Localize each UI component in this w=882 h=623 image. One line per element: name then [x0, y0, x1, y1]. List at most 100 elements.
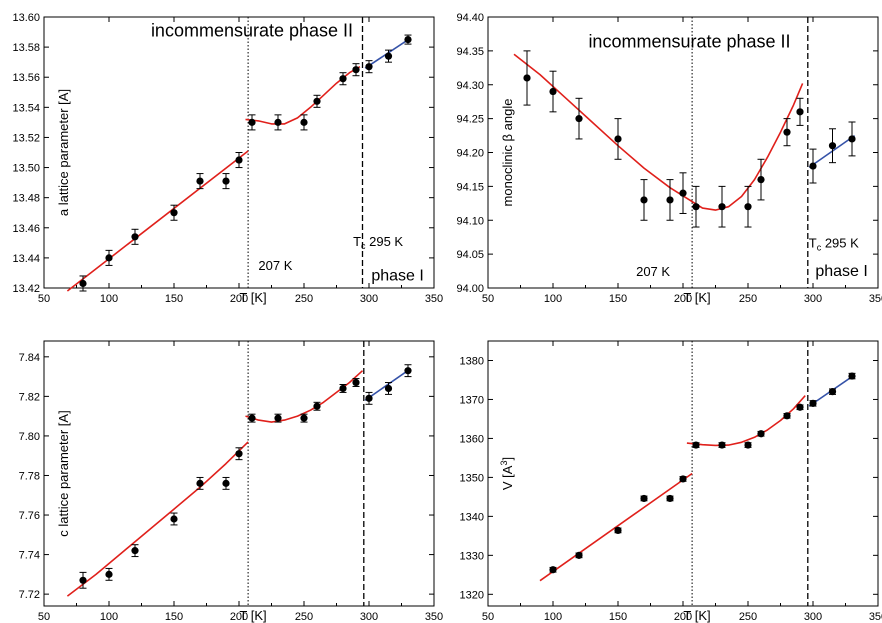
y-tick-label: 94.35	[456, 46, 484, 58]
x-tick-label: 50	[38, 293, 50, 305]
x-tick-label: 350	[869, 293, 882, 305]
data-point	[131, 547, 139, 555]
x-tick-label: 300	[804, 293, 822, 305]
y-tick-label: 7.82	[19, 391, 40, 403]
fit-curve-3	[364, 368, 412, 401]
x-tick-label: 150	[609, 611, 627, 623]
data-point	[744, 441, 752, 449]
y-tick-label: 94.00	[456, 283, 484, 295]
x-tick-label: 50	[482, 293, 494, 305]
x-tick-label: 100	[544, 611, 562, 623]
y-tick-label: 94.05	[456, 249, 484, 261]
x-axis-label: T [K]	[683, 608, 710, 623]
y-tick-label: 1330	[460, 550, 484, 562]
data-point	[352, 66, 360, 74]
x-tick-label: 300	[360, 293, 378, 305]
data-point	[365, 394, 373, 402]
y-tick-label: 1370	[460, 394, 484, 406]
x-tick-label: 150	[609, 293, 627, 305]
y-tick-label: 13.54	[12, 102, 40, 114]
y-tick-label: 1340	[460, 511, 484, 523]
annotation: phase I	[371, 267, 423, 284]
y-tick-label: 1360	[460, 433, 484, 445]
fit-curve-1	[66, 441, 249, 597]
chart-panel-1: 50 100 150 200 250 300 350 13.42 13.44 13.46 13.48…	[12, 12, 443, 305]
data-point	[679, 189, 687, 197]
x-tick-label: 300	[360, 611, 378, 623]
x-tick-label: 200	[674, 611, 692, 623]
data-point	[828, 142, 837, 150]
data-point	[848, 372, 856, 380]
y-tick-label: 7.84	[19, 352, 40, 364]
y-tick-label: 13.56	[12, 72, 40, 84]
y-tick-label: 1320	[460, 589, 484, 601]
x-tick-label: 200	[230, 611, 248, 623]
fit-curve-1	[539, 472, 693, 582]
data-point	[783, 128, 791, 136]
fit-curve-2	[808, 134, 856, 169]
y-tick-label: 13.46	[12, 223, 40, 235]
data-point	[235, 450, 243, 458]
data-point	[666, 196, 674, 204]
fit-curve-2	[686, 395, 806, 447]
data-point	[757, 430, 765, 438]
y-axis-label: V [A3]	[499, 457, 515, 490]
data-point	[523, 74, 531, 82]
y-tick-label: 13.58	[12, 42, 40, 54]
y-tick-label: 7.74	[19, 550, 40, 562]
x-tick-label: 300	[804, 611, 822, 623]
data-point	[313, 402, 321, 410]
data-point	[809, 162, 817, 170]
tc-annotation: Tc 295 K	[353, 234, 403, 251]
x-tick-label: 100	[100, 293, 118, 305]
x-tick-label: 50	[482, 611, 494, 623]
fit-curve-1	[513, 53, 804, 211]
data-point	[757, 176, 765, 184]
y-tick-label: 7.80	[19, 431, 40, 443]
data-point	[549, 87, 557, 96]
chart-panel-2: 50 100 150 200 250 300 350 94.00 94.05 94.10 94.15…	[456, 12, 882, 305]
x-tick-label: 100	[100, 611, 118, 623]
data-point	[796, 108, 804, 116]
data-point	[131, 233, 139, 241]
annotation: 207 K	[258, 258, 292, 273]
fit-curve-1	[66, 150, 249, 292]
y-axis-label: a lattice parameter [A]	[56, 89, 71, 216]
data-point	[196, 177, 204, 185]
data-point	[105, 254, 113, 262]
data-point	[222, 177, 230, 185]
data-point	[79, 279, 87, 288]
y-tick-label: 1380	[460, 355, 484, 367]
data-point	[79, 576, 87, 584]
annotation: phase I	[815, 263, 867, 280]
data-point	[274, 414, 282, 422]
y-axis-label: monoclinic β angle	[500, 99, 515, 207]
x-tick-label: 350	[425, 611, 443, 623]
y-tick-label: 13.52	[12, 132, 40, 144]
y-tick-label: 94.20	[456, 148, 484, 160]
data-point	[300, 414, 308, 422]
data-point	[248, 118, 256, 126]
data-point	[549, 566, 557, 574]
data-point	[796, 403, 804, 411]
data-point	[575, 551, 583, 559]
annotation: incommensurate phase II	[151, 21, 353, 41]
data-point	[692, 441, 700, 449]
annotation: incommensurate phase II	[588, 31, 790, 51]
y-tick-label: 7.76	[19, 510, 40, 522]
data-point	[384, 52, 393, 60]
x-tick-label: 200	[230, 293, 248, 305]
data-point	[300, 118, 308, 126]
data-point	[640, 196, 648, 204]
data-point	[339, 384, 347, 393]
x-tick-label: 150	[165, 611, 183, 623]
data-point	[248, 414, 256, 422]
data-point	[828, 388, 837, 396]
data-point	[222, 479, 230, 487]
data-point	[170, 515, 178, 523]
x-tick-label: 250	[739, 611, 757, 623]
y-tick-label: 94.30	[456, 80, 484, 92]
data-point	[274, 118, 282, 126]
